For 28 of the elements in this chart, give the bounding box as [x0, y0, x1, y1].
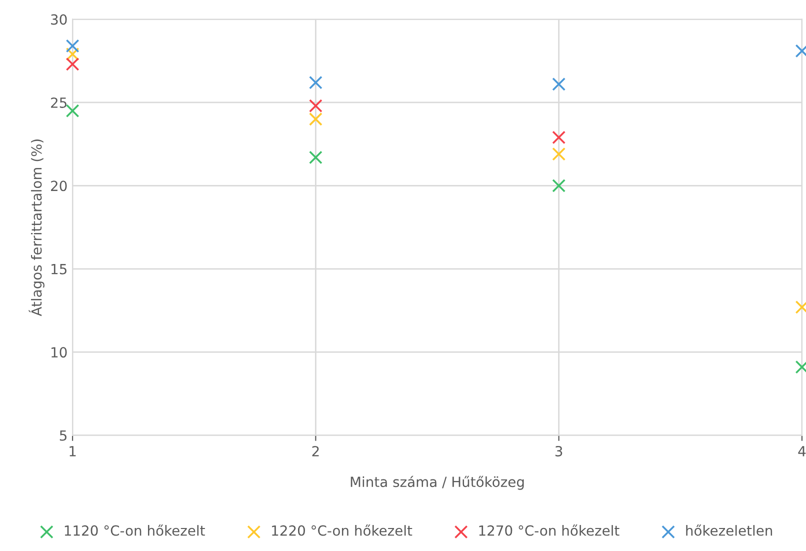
y-tick-label: 30 [51, 14, 67, 25]
point [552, 147, 566, 161]
point [552, 130, 566, 144]
point [66, 39, 80, 53]
y-tick-label: 5 [60, 430, 66, 441]
legend-label: hőkezeletlen [686, 524, 772, 536]
point [308, 76, 322, 90]
point [308, 112, 322, 126]
y-tick-label: 10 [52, 347, 67, 358]
y-tick-label: 15 [52, 264, 66, 274]
legend-label: 1270 °C-on hőkezelt [479, 524, 620, 536]
y-axis-title: Átlagos ferrittartalom (%) [28, 140, 44, 316]
x-tick-label: 3 [555, 446, 562, 456]
y-tick-label: 25 [51, 97, 66, 108]
point [552, 178, 566, 192]
point [66, 48, 80, 61]
point [66, 58, 80, 71]
point [308, 150, 322, 164]
x-tick-label: 4 [798, 446, 806, 456]
legend-label: 1120 °C-on hőkezelt [64, 524, 205, 536]
x-tick-label: 2 [312, 446, 319, 456]
point [308, 99, 322, 113]
y-tick-label: 20 [51, 180, 67, 192]
point [552, 77, 566, 91]
legend-label: 1220 °C-on hőkezelt [272, 524, 412, 536]
point [66, 104, 80, 118]
x-tick-label: 1 [70, 446, 76, 456]
x-axis-title: Minta száma / Hűtőközeg [350, 476, 524, 490]
